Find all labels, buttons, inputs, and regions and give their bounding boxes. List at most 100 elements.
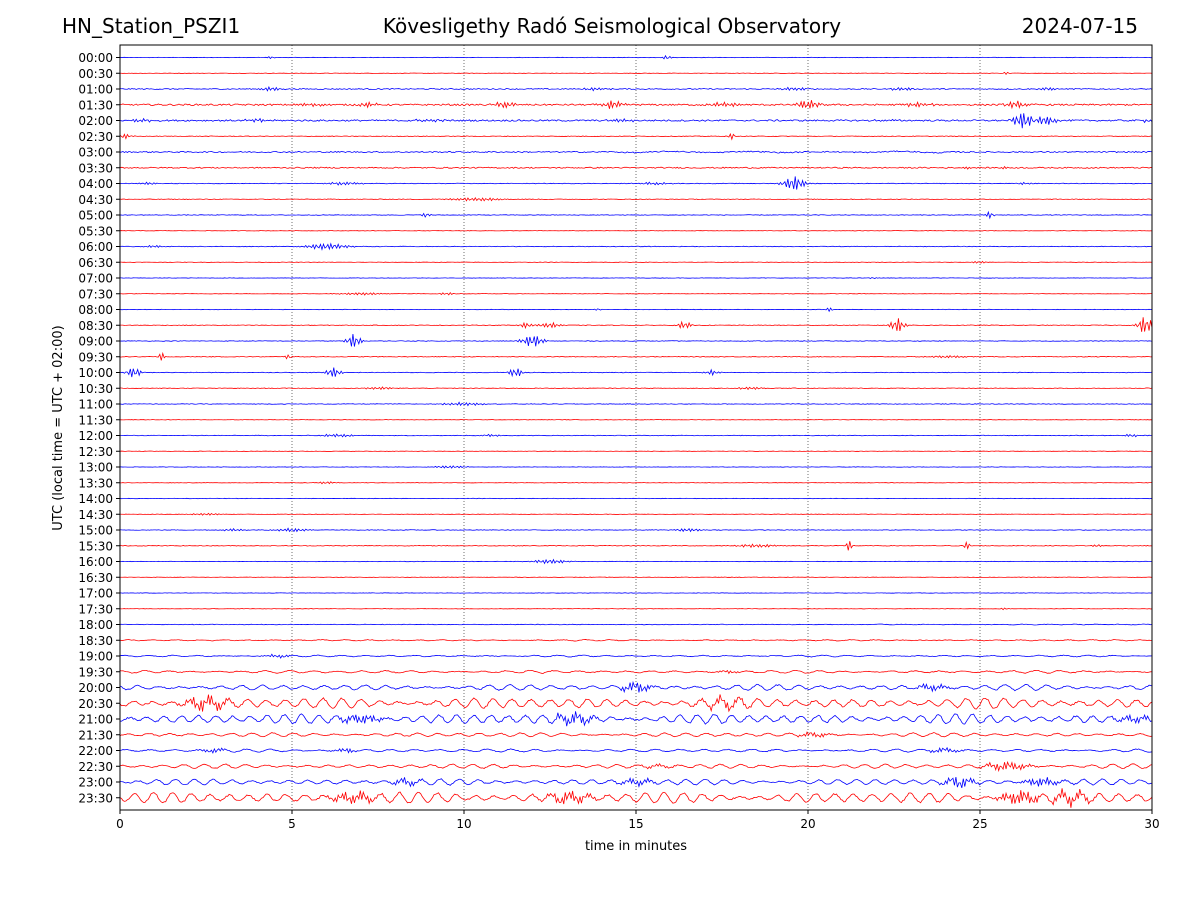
x-tick-label: 30 — [1144, 817, 1159, 831]
y-tick-label: 12:30 — [78, 445, 113, 459]
y-tick-label: 20:30 — [78, 697, 113, 711]
x-tick-label: 20 — [800, 817, 815, 831]
y-tick-label: 08:30 — [78, 319, 113, 333]
y-tick-label: 06:00 — [78, 240, 113, 254]
trace-2330 — [119, 788, 1153, 808]
y-tick-label: 09:30 — [78, 350, 113, 364]
y-tick-label: 03:00 — [78, 146, 113, 160]
y-tick-label: 19:00 — [78, 650, 113, 664]
y-tick-label: 07:30 — [78, 287, 113, 301]
trace-0230 — [119, 132, 1153, 141]
trace-0100 — [119, 86, 1153, 92]
y-tick-label: 13:30 — [78, 476, 113, 490]
trace-1830 — [119, 639, 1153, 642]
trace-1800 — [119, 623, 1153, 626]
y-tick-label: 19:30 — [78, 665, 113, 679]
x-tick-label: 5 — [288, 817, 296, 831]
x-tick-label: 0 — [116, 817, 124, 831]
trace-0830 — [119, 317, 1153, 332]
trace-0630 — [119, 260, 1153, 264]
trace-0800 — [119, 307, 1153, 313]
trace-0730 — [120, 291, 1153, 296]
y-tick-label: 15:30 — [78, 539, 113, 553]
trace-1000 — [119, 367, 1153, 378]
trace-1100 — [119, 401, 1153, 407]
y-tick-label: 02:00 — [78, 114, 113, 128]
y-tick-label: 23:00 — [78, 776, 113, 790]
x-axis-label: time in minutes — [585, 839, 687, 854]
trace-0930 — [119, 351, 1153, 361]
trace-0200 — [119, 113, 1153, 129]
y-tick-label: 06:30 — [78, 256, 113, 270]
trace-1730 — [119, 607, 1152, 611]
x-tick-label: 15 — [628, 817, 643, 831]
y-tick-label: 14:30 — [78, 508, 113, 522]
trace-1300 — [119, 465, 1153, 469]
trace-1330 — [119, 481, 1153, 485]
y-tick-label: 01:00 — [78, 83, 113, 97]
y-tick-label: 10:30 — [78, 382, 113, 396]
y-tick-label: 16:30 — [78, 571, 113, 585]
trace-1600 — [119, 558, 1153, 565]
trace-0700 — [119, 277, 1153, 279]
y-tick-label: 13:00 — [78, 461, 113, 475]
x-tick-label: 25 — [972, 817, 987, 831]
y-tick-label: 02:30 — [78, 130, 113, 144]
seismic-traces — [119, 54, 1153, 808]
y-tick-label: 05:00 — [78, 209, 113, 223]
chart-date: 2024-07-15 — [1021, 14, 1138, 38]
trace-2130 — [119, 731, 1153, 738]
y-tick-label: 18:30 — [78, 634, 113, 648]
trace-0000 — [119, 54, 1152, 60]
trace-2030 — [119, 694, 1153, 713]
y-tick-label: 22:30 — [78, 760, 113, 774]
trace-0030 — [119, 71, 1153, 76]
y-tick-label: 01:30 — [78, 98, 113, 112]
trace-0130 — [119, 100, 1153, 110]
y-tick-label: 12:00 — [78, 429, 113, 443]
gridlines — [291, 45, 981, 810]
trace-0430 — [119, 197, 1153, 202]
y-tick-label: 05:30 — [78, 224, 113, 238]
y-tick-label: 11:00 — [78, 398, 113, 412]
y-tick-label: 14:00 — [78, 492, 113, 506]
y-tick-label: 18:00 — [78, 618, 113, 632]
y-tick-label: 00:30 — [78, 67, 113, 81]
trace-2100 — [119, 711, 1153, 727]
y-tick-label: 22:00 — [78, 744, 113, 758]
trace-1500 — [119, 527, 1153, 533]
y-tick-label: 04:30 — [78, 193, 113, 207]
y-tick-label: 15:00 — [78, 524, 113, 538]
station-name: HN_Station_PSZI1 — [62, 14, 241, 38]
trace-1900 — [119, 653, 1153, 659]
trace-1200 — [120, 433, 1153, 438]
y-tick-label: 11:30 — [78, 413, 113, 427]
y-tick-label: 07:00 — [78, 272, 113, 286]
trace-0330 — [119, 165, 1153, 170]
y-tick-label: 20:00 — [78, 681, 113, 695]
trace-0300 — [119, 150, 1153, 154]
x-tick-label: 10 — [456, 817, 471, 831]
trace-1930 — [119, 669, 1153, 675]
y-tick-label: 08:00 — [78, 303, 113, 317]
trace-2000 — [119, 680, 1153, 694]
trace-0400 — [119, 176, 1153, 190]
y-tick-label: 17:30 — [78, 602, 113, 616]
y-tick-label: 04:00 — [78, 177, 113, 191]
y-tick-label: 23:30 — [78, 791, 113, 805]
y-tick-label: 03:30 — [78, 161, 113, 175]
y-tick-label: 21:30 — [78, 728, 113, 742]
x-axis-ticks: 0 5 10 15 20 25 30 — [116, 810, 1160, 831]
y-tick-label: 00:00 — [78, 51, 113, 65]
trace-1430 — [119, 512, 1153, 516]
y-axis-label: UTC (local time = UTC + 02:00) — [51, 325, 66, 530]
trace-0500 — [119, 210, 1153, 220]
y-tick-label: 21:00 — [78, 713, 113, 727]
y-tick-label: 10:00 — [78, 366, 113, 380]
chart-title: Kövesligethy Radó Seismological Observat… — [382, 14, 842, 38]
y-tick-label: 16:00 — [78, 555, 113, 569]
trace-0900 — [119, 334, 1153, 347]
trace-1530 — [119, 540, 1153, 551]
